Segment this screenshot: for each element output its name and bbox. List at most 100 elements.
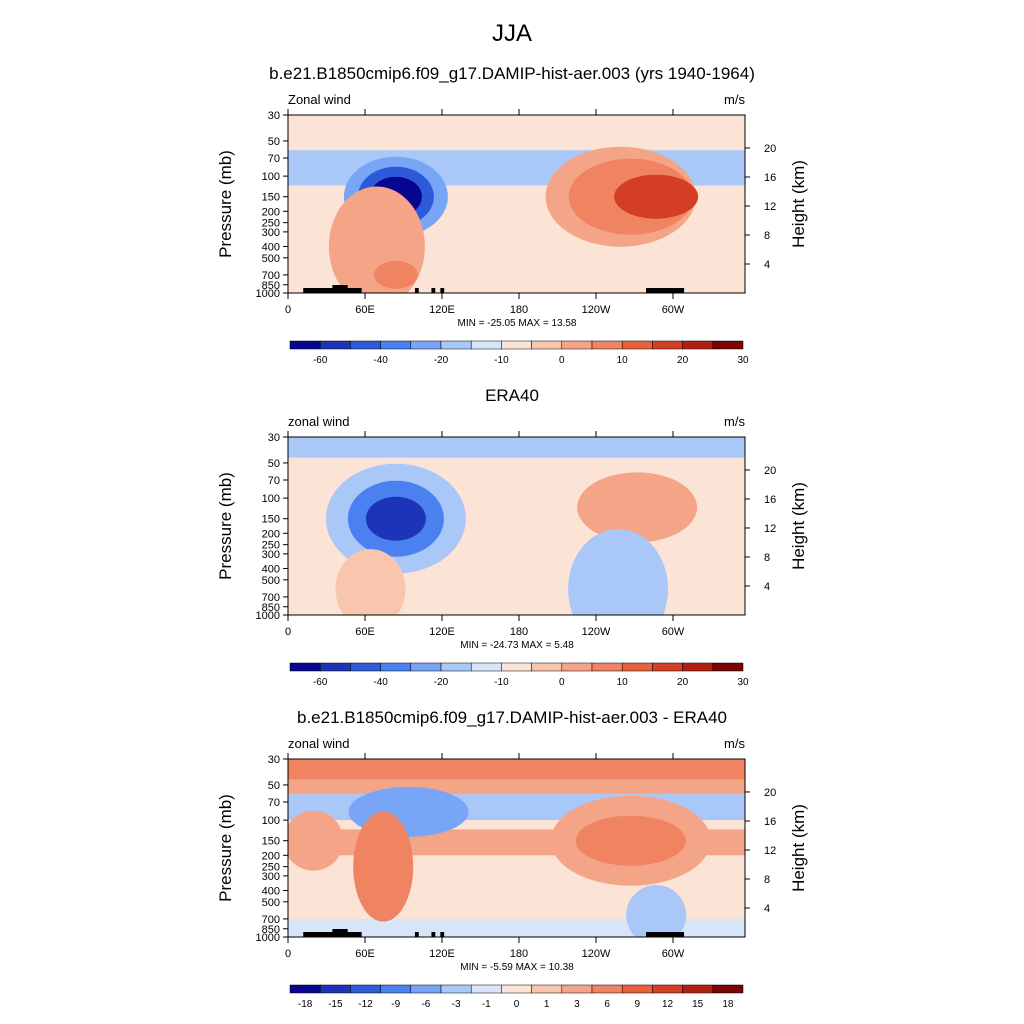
panel-title: b.e21.B1850cmip6.f09_g17.DAMIP-hist-aer.… <box>269 64 755 83</box>
contour-feature <box>365 496 426 541</box>
lon-tick-label: 60W <box>662 304 685 316</box>
colorbar-segment <box>652 340 683 350</box>
colorbar-segment <box>652 984 683 994</box>
min-max-stats: MIN = -24.73 MAX = 5.48 <box>460 640 574 651</box>
contour-field <box>288 115 745 293</box>
colorbar-segment <box>531 662 563 672</box>
colorbar-label: 12 <box>662 999 674 1009</box>
pressure-tick-label: 250 <box>262 862 280 874</box>
pressure-tick-label: 200 <box>262 528 280 540</box>
height-tick-label: 4 <box>764 259 770 271</box>
lon-tick-label: 120W <box>582 948 611 960</box>
colorbar-label: 0 <box>514 999 520 1009</box>
topography-mask <box>645 932 685 937</box>
colorbar-segment <box>561 662 593 672</box>
colorbar-label: 30 <box>737 677 749 687</box>
colorbar-segment <box>319 984 351 994</box>
min-max-stats: MIN = -25.05 MAX = 13.58 <box>458 318 577 329</box>
pressure-tick-label: 1000 <box>256 288 280 300</box>
lon-tick-label: 0 <box>285 304 291 316</box>
pressure-tick-label: 700 <box>262 914 280 926</box>
colorbar-segment <box>561 984 593 994</box>
pressure-tick-label: 500 <box>262 897 280 909</box>
contour-field <box>288 759 745 937</box>
colorbar-segment <box>652 662 683 672</box>
height-tick-label: 20 <box>764 787 776 799</box>
pressure-tick-label: 400 <box>262 563 280 575</box>
pressure-tick-label: 300 <box>262 871 280 883</box>
colorbar-segment <box>501 340 532 350</box>
pressure-tick-label: 200 <box>262 206 280 218</box>
height-axis-title: Height (km) <box>789 160 808 248</box>
topography-mask <box>440 932 445 937</box>
colorbar-label: -20 <box>434 677 449 687</box>
colorbar-label: 3 <box>574 999 580 1009</box>
colorbar-label: 0 <box>559 677 565 687</box>
lon-tick-label: 60E <box>355 304 375 316</box>
topography-mask <box>303 288 335 293</box>
colorbar-label: -20 <box>434 355 449 365</box>
pressure-tick-label: 850 <box>262 280 280 292</box>
zonal-wind-model-panel: b.e21.B1850cmip6.f09_g17.DAMIP-hist-aer.… <box>216 64 808 365</box>
contour-band <box>288 437 745 458</box>
pressure-tick-label: 30 <box>268 432 280 444</box>
colorbar-segment <box>561 340 593 350</box>
plot-frame <box>287 758 746 938</box>
topography-mask <box>440 288 445 293</box>
variable-label: zonal wind <box>288 736 349 751</box>
height-axis-title: Height (km) <box>789 804 808 892</box>
contour-feature <box>626 885 687 937</box>
pressure-tick-label: 70 <box>268 153 280 165</box>
contour-feature <box>614 174 699 219</box>
lon-tick-label: 60W <box>662 948 685 960</box>
colorbar-segment <box>319 662 351 672</box>
topography-mask <box>338 288 362 293</box>
pressure-tick-label: 500 <box>262 575 280 587</box>
contour-feature <box>575 815 686 866</box>
pressure-tick-label: 700 <box>262 592 280 604</box>
pressure-tick-label: 300 <box>262 227 280 239</box>
colorbar-label: -9 <box>391 999 400 1009</box>
panel-title: ERA40 <box>485 386 539 405</box>
colorbar-segment <box>289 340 321 350</box>
colorbar-label: 18 <box>722 999 734 1009</box>
lon-tick-label: 120E <box>429 304 455 316</box>
colorbar-segment <box>410 662 442 672</box>
lon-tick-label: 60E <box>355 626 375 638</box>
contour-feature <box>373 260 418 289</box>
colorbar-label: -3 <box>452 999 461 1009</box>
colorbar-segment <box>380 984 412 994</box>
colorbar-segment <box>531 340 563 350</box>
colorbar-segment <box>470 340 502 350</box>
topography-mask <box>414 932 419 937</box>
topography-mask <box>303 932 335 937</box>
contour-field <box>288 437 745 615</box>
pressure-axis-title: Pressure (mb) <box>216 794 235 902</box>
pressure-tick-label: 100 <box>262 493 280 505</box>
height-tick-label: 4 <box>764 581 770 593</box>
units-label: m/s <box>724 92 745 107</box>
lon-tick-label: 120W <box>582 304 611 316</box>
pressure-tick-label: 400 <box>262 885 280 897</box>
height-tick-label: 16 <box>764 816 776 828</box>
pressure-tick-label: 50 <box>268 136 280 148</box>
lon-tick-label: 0 <box>285 948 291 960</box>
pressure-tick-label: 1000 <box>256 932 280 944</box>
pressure-tick-label: 50 <box>268 780 280 792</box>
topography-mask <box>431 288 436 293</box>
pressure-tick-label: 30 <box>268 110 280 122</box>
lon-tick-label: 120W <box>582 626 611 638</box>
colorbar-label: 15 <box>692 999 704 1009</box>
lon-tick-label: 60W <box>662 626 685 638</box>
colorbar-label: 0 <box>559 355 565 365</box>
pressure-tick-label: 70 <box>268 475 280 487</box>
colorbar-segment <box>682 984 714 994</box>
colorbar-label: 30 <box>737 355 749 365</box>
pressure-tick-label: 300 <box>262 549 280 561</box>
topography-mask <box>338 932 362 937</box>
variable-label: Zonal wind <box>288 92 351 107</box>
pressure-tick-label: 500 <box>262 253 280 265</box>
pressure-tick-label: 250 <box>262 540 280 552</box>
pressure-axis-title: Pressure (mb) <box>216 472 235 580</box>
colorbar-segment <box>350 984 381 994</box>
